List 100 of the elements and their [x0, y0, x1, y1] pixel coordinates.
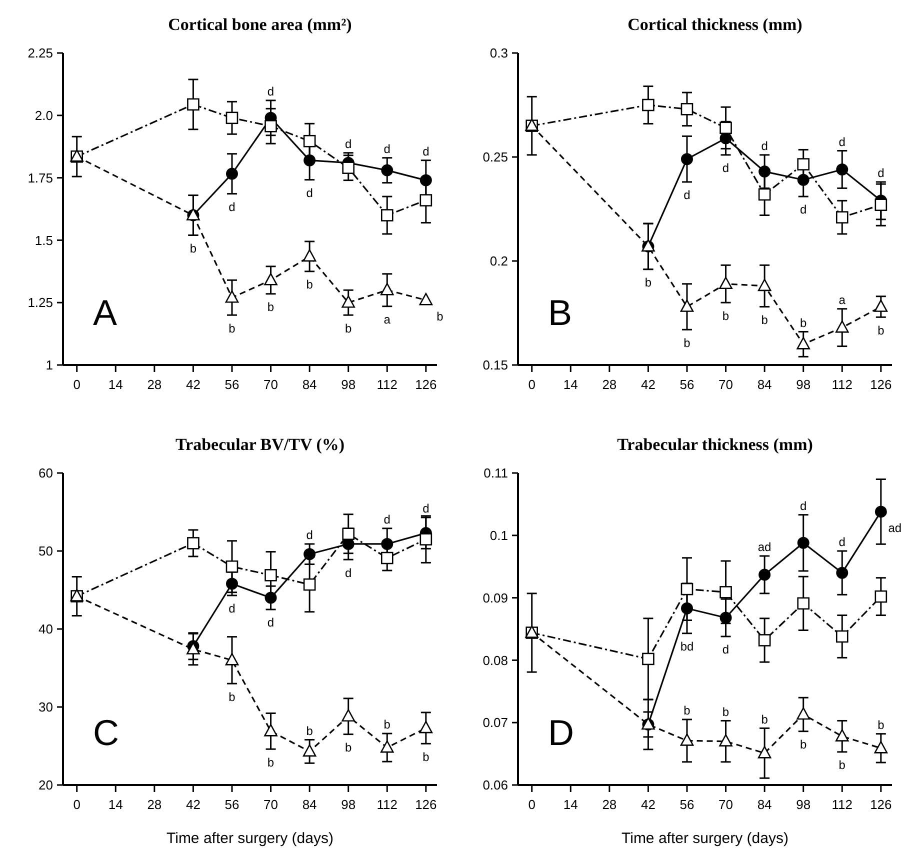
x-tick-label: 112 [376, 797, 398, 812]
annotation: b [384, 718, 391, 732]
x-tick-label: 56 [680, 377, 694, 392]
y-tick-label: 1.25 [28, 295, 53, 310]
point [680, 602, 693, 614]
annotation: b [878, 323, 885, 338]
y-tick-label: 0.3 [490, 46, 508, 61]
point [836, 211, 848, 224]
annotation: b [190, 241, 197, 256]
annotation: ad [758, 540, 772, 554]
point [642, 652, 654, 666]
point [304, 548, 316, 560]
point [719, 734, 732, 746]
annotation: b [722, 704, 730, 719]
x-tick-label: 0 [73, 797, 80, 812]
annotation: d [761, 139, 768, 154]
x-tick-label: 0 [528, 377, 536, 392]
annotation: b [422, 750, 430, 764]
y-tick-label: 30 [38, 700, 53, 715]
chart-title: Cortical thickness (mm) [628, 15, 802, 34]
annotation: b [306, 278, 314, 292]
x-tick-label: 84 [302, 797, 317, 812]
y-tick-label: 0.09 [482, 590, 508, 606]
point [758, 634, 771, 646]
annotation: d [267, 616, 274, 630]
point [380, 209, 394, 222]
x-tick-label: 14 [563, 797, 578, 812]
annotation: d [838, 535, 846, 550]
y-tick-label: 0.1 [490, 528, 508, 543]
annotation: a [384, 312, 391, 327]
x-tick-label: 14 [108, 797, 123, 812]
annotation: b [878, 718, 885, 732]
point [835, 729, 849, 742]
annotation: b [761, 312, 768, 327]
point [381, 164, 394, 176]
point [680, 734, 694, 746]
x-tick-label: 42 [640, 377, 656, 392]
x-tick-label: 98 [341, 797, 356, 812]
annotation: d [800, 499, 807, 514]
point [381, 538, 394, 550]
annotation: b [800, 738, 808, 752]
point [680, 300, 694, 312]
point [680, 153, 693, 166]
point [264, 592, 277, 604]
annotation: b [722, 308, 730, 323]
point [304, 154, 316, 166]
annotation: d [345, 566, 352, 580]
annotation: b [267, 755, 274, 770]
x-tick-label: 98 [796, 797, 811, 812]
point [264, 569, 277, 582]
annotation: d [722, 161, 730, 176]
x-tick-label: 56 [224, 797, 240, 812]
point [302, 744, 316, 757]
x-tick-label: 112 [832, 797, 852, 812]
x-axis-title: Time after surgery (days) [622, 830, 788, 847]
point [758, 746, 772, 758]
point [342, 528, 354, 540]
x-tick-label: 70 [264, 797, 278, 812]
point [758, 188, 771, 201]
point [226, 112, 238, 124]
chart-title: Cortical bone area (mm²) [168, 15, 352, 34]
annotation: b [684, 704, 691, 718]
point [187, 537, 200, 550]
point [380, 552, 394, 564]
point [225, 653, 239, 666]
annotation: bd [680, 640, 694, 654]
annotation: b [345, 321, 352, 336]
point [420, 174, 432, 186]
y-tick-label: 2.0 [34, 108, 53, 123]
point [797, 536, 810, 549]
x-tick-label: 28 [602, 377, 617, 392]
point [226, 168, 238, 180]
point [680, 103, 694, 116]
x-tick-label: 0 [73, 377, 80, 392]
y-tick-label: 1.5 [34, 232, 53, 248]
annotation: d [384, 512, 390, 527]
annotation: b [684, 336, 691, 350]
annotation: d [838, 134, 846, 149]
annotation: ad [888, 520, 902, 535]
point [796, 707, 810, 720]
point [420, 533, 432, 546]
x-tick-label: 28 [147, 797, 162, 812]
y-tick-label: 0.08 [482, 652, 508, 668]
point [187, 98, 200, 111]
y-tick-label: 2.25 [28, 46, 53, 61]
y-tick-label: 40 [38, 622, 53, 637]
y-tick-label: 1 [46, 358, 53, 373]
annotation: d [228, 602, 236, 616]
x-tick-label: 42 [640, 797, 656, 812]
annotation: d [684, 188, 690, 202]
annotation: b [228, 321, 236, 336]
point [796, 337, 810, 350]
annotation: b [838, 758, 846, 772]
point [874, 741, 888, 754]
y-tick-label: 0.2 [490, 254, 508, 269]
annotation: C [93, 712, 119, 753]
point [874, 590, 888, 603]
annotation: d [267, 84, 274, 99]
x-tick-label: 0 [528, 797, 536, 812]
y-tick-label: 0.06 [482, 778, 508, 793]
